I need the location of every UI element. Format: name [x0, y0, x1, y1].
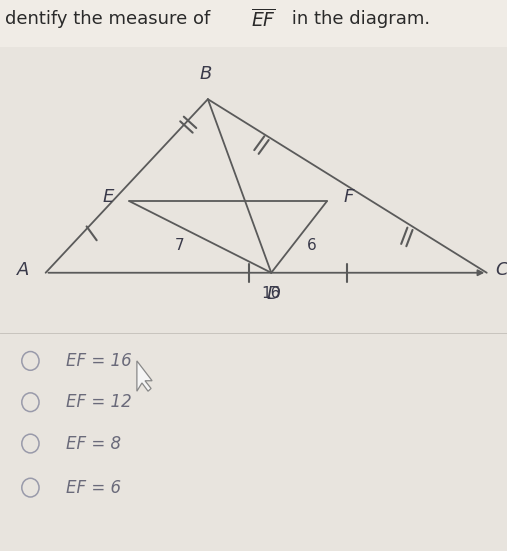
Text: EF = 16: EF = 16 [66, 352, 132, 370]
Text: B: B [199, 66, 211, 83]
Text: 7: 7 [175, 237, 185, 253]
Text: C: C [496, 261, 507, 279]
FancyBboxPatch shape [0, 333, 507, 551]
Text: in the diagram.: in the diagram. [286, 10, 430, 28]
Text: EF = 8: EF = 8 [66, 435, 121, 452]
Text: A: A [17, 261, 29, 279]
Text: 16: 16 [262, 285, 281, 301]
FancyBboxPatch shape [0, 0, 507, 47]
Text: F: F [343, 188, 353, 206]
Text: EF = 6: EF = 6 [66, 479, 121, 496]
Text: $\overline{EF}$: $\overline{EF}$ [251, 8, 276, 30]
Text: dentify the measure of: dentify the measure of [5, 10, 216, 28]
Text: 6: 6 [307, 237, 317, 253]
Text: D: D [267, 285, 281, 302]
Polygon shape [137, 361, 152, 391]
Text: EF = 12: EF = 12 [66, 393, 132, 411]
Text: E: E [102, 188, 114, 206]
